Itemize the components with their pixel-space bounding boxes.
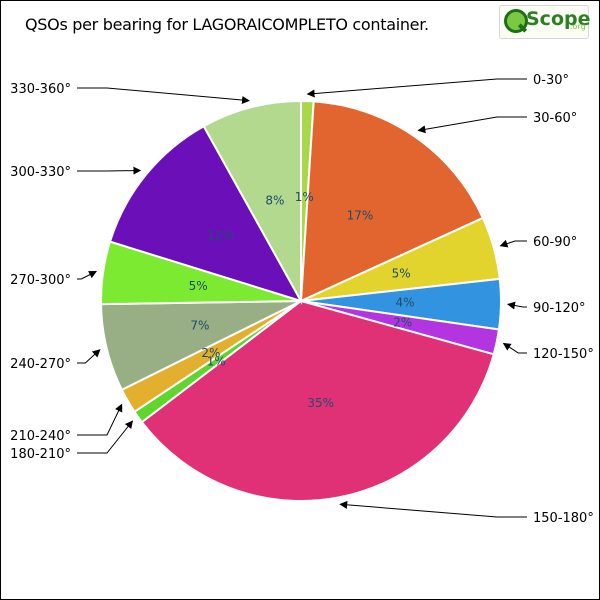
leader-line-60-90 [499,239,527,248]
leader-line-150-180 [339,500,527,518]
slice-pct-label-0-30: 1% [295,190,314,204]
slice-pct-label-270-300: 5% [189,279,208,293]
slice-label-240-270: 240-270° [10,357,71,372]
slice-label-90-120: 90-120° [533,301,586,316]
slice-label-210-240: 210-240° [10,429,71,444]
pie-slice-150-180[interactable] [140,299,496,502]
slice-pct-label-210-240: 2% [201,346,220,360]
leader-line-330-360 [77,87,250,104]
pie-slice-330-360[interactable] [202,99,302,305]
leader-line-270-300 [77,271,97,280]
slice-pct-label-150-180: 35% [307,396,334,410]
slice-pct-label-300-330: 12% [207,228,234,242]
slice-label-120-150: 120-150° [533,347,594,362]
slice-pct-label-60-90: 5% [392,266,411,280]
chart-title: QSOs per bearing for LAGORAICOMPLETO con… [25,15,429,34]
slice-pct-label-180-210: 1% [207,354,226,368]
slice-pct-label-330-360: 8% [265,193,284,207]
slice-label-60-90: 60-90° [533,235,577,250]
slice-label-0-30: 0-30° [533,73,569,88]
slice-pct-label-120-150: 2% [393,315,412,329]
slice-pct-label-90-120: 4% [395,296,414,310]
pie-slice-300-330[interactable] [108,124,304,303]
leader-line-30-60 [417,116,527,134]
leader-line-240-270 [77,349,101,364]
logo-brand: Scope [526,8,591,30]
logo-tld: .org [570,22,586,31]
leader-line-180-210 [77,420,134,454]
leader-line-0-30 [306,78,527,98]
leader-line-210-240 [77,403,123,436]
leader-line-120-150 [502,342,527,354]
slice-label-300-330: 300-330° [10,165,71,180]
slice-pct-label-30-60: 17% [347,208,374,222]
leader-line-300-330 [77,166,142,175]
slice-label-180-210: 180-210° [10,447,71,462]
pie-slice-30-60[interactable] [299,100,485,303]
slice-pct-label-240-270: 7% [190,319,209,333]
slice-label-150-180: 150-180° [533,511,594,526]
leader-line-90-120 [507,301,527,310]
slice-label-330-360: 330-360° [10,82,71,97]
qscope-logo[interactable]: Scope .org [499,5,591,39]
slice-label-30-60: 30-60° [533,111,577,126]
slice-label-270-300: 270-300° [10,273,71,288]
